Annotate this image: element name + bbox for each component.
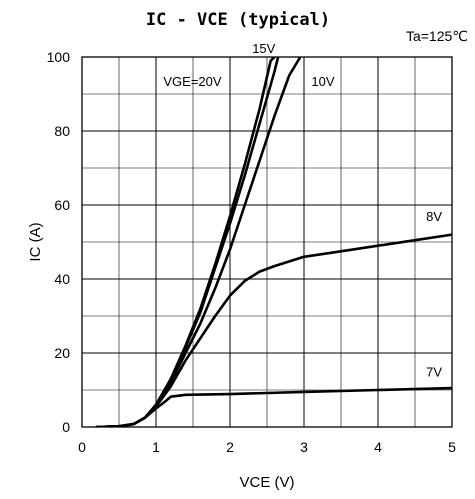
y-tick-label: 40 bbox=[54, 271, 70, 287]
series-label: 15V bbox=[252, 41, 275, 56]
x-axis-label: VCE (V) bbox=[239, 474, 294, 491]
series-label: 8V bbox=[426, 209, 442, 224]
chart-title: IC - VCE (typical) bbox=[146, 10, 330, 30]
x-tick-label: 0 bbox=[78, 439, 86, 455]
plot-frame bbox=[81, 56, 453, 428]
series-label: VGE=20V bbox=[163, 74, 222, 89]
y-tick-label: 60 bbox=[54, 197, 70, 213]
series-labels: VGE=20V 15V 10V 8V 7V bbox=[163, 41, 442, 380]
curves bbox=[95, 57, 452, 427]
series-label: 7V bbox=[426, 365, 442, 380]
x-tick-label: 2 bbox=[226, 439, 234, 455]
series-line bbox=[95, 386, 452, 427]
grid bbox=[82, 57, 452, 427]
series-label: 10V bbox=[311, 74, 334, 89]
x-tick-label: 3 bbox=[300, 439, 308, 455]
y-tick-label: 0 bbox=[62, 419, 70, 435]
x-tick-label: 1 bbox=[152, 439, 160, 455]
y-tick-label: 100 bbox=[47, 49, 71, 65]
tick-labels: 0 1 2 3 4 5 0 20 40 60 80 100 bbox=[47, 49, 456, 455]
temperature-annotation: Ta=125℃ bbox=[406, 28, 468, 44]
y-axis-label: IC (A) bbox=[27, 222, 44, 261]
series-line bbox=[95, 233, 452, 427]
x-tick-label: 5 bbox=[448, 439, 456, 455]
y-tick-label: 80 bbox=[54, 123, 70, 139]
x-tick-label: 4 bbox=[374, 439, 382, 455]
y-tick-label: 20 bbox=[54, 345, 70, 361]
